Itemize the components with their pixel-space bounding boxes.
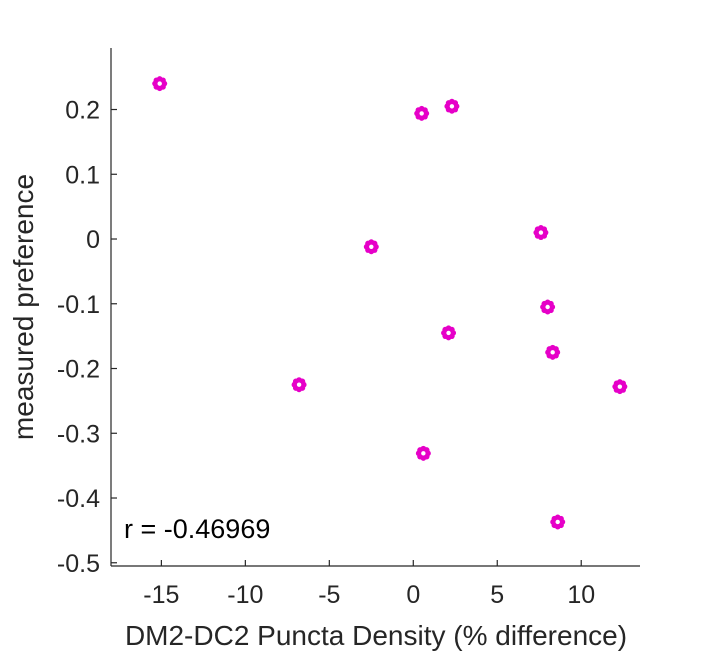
y-tick-label: -0.5 xyxy=(57,550,100,578)
data-point xyxy=(152,76,168,92)
data-point xyxy=(533,225,549,241)
x-tick-label: -10 xyxy=(227,581,263,609)
data-point xyxy=(415,445,431,461)
data-point xyxy=(363,239,379,255)
x-tick-label: -15 xyxy=(143,581,179,609)
data-point xyxy=(550,514,566,530)
y-tick-label: 0.1 xyxy=(65,161,100,189)
data-points xyxy=(152,76,628,530)
y-tick-label: -0.2 xyxy=(57,356,100,384)
x-axis-label: DM2-DC2 Puncta Density (% difference) xyxy=(125,620,627,651)
data-point xyxy=(291,377,307,393)
x-tick-label: 10 xyxy=(567,581,595,609)
axes: -15 -10 -5 0 5 10 0.2 0.1 0 -0.1 -0.2 -0.3 -0.4 -0.5 xyxy=(57,48,640,609)
correlation-annotation: r = -0.46969 xyxy=(124,514,270,544)
y-tick-label: 0.2 xyxy=(65,97,100,125)
y-axis-label: measured preference xyxy=(8,174,39,440)
data-point xyxy=(414,105,430,121)
y-tick-label: -0.4 xyxy=(57,485,100,513)
y-tick-label: -0.3 xyxy=(57,420,100,448)
y-tick-label: 0 xyxy=(86,226,100,254)
x-tick-label: 5 xyxy=(490,581,504,609)
data-point xyxy=(444,98,460,114)
data-point xyxy=(545,344,561,360)
data-point xyxy=(540,299,556,315)
y-tick-label: -0.1 xyxy=(57,291,100,319)
x-tick-label: 0 xyxy=(406,581,420,609)
x-tick-label: -5 xyxy=(318,581,340,609)
data-point xyxy=(612,379,628,395)
data-point xyxy=(441,325,457,341)
